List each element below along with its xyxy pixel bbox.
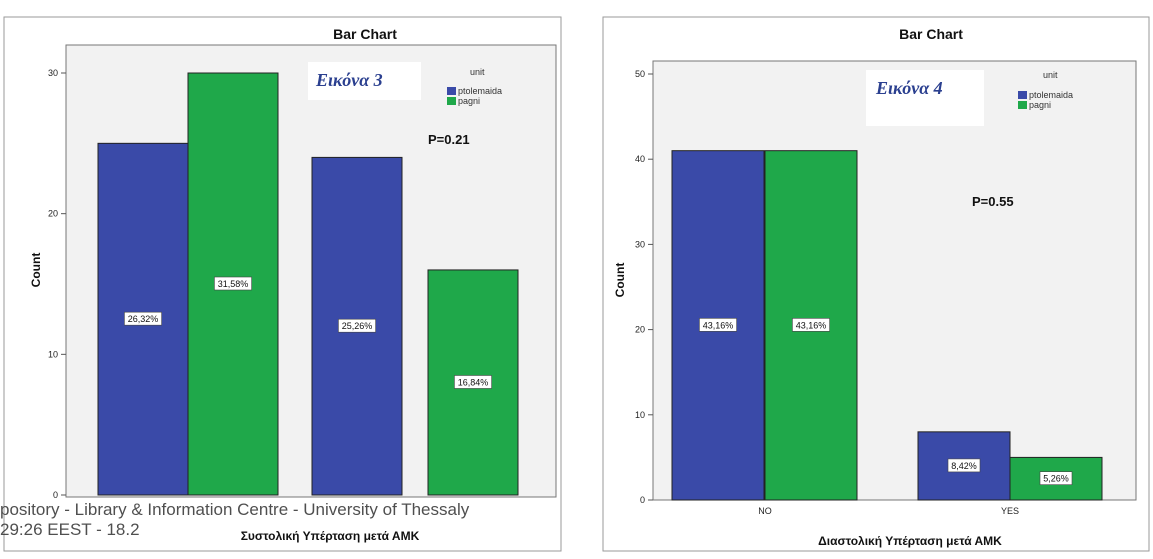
chart-2-legend-title: unit bbox=[1043, 70, 1058, 80]
chart-1-x-axis-title: Συστολική Υπέρταση μετά ΑΜΚ bbox=[241, 529, 420, 543]
chart-1-legend-label-ptolemaida: ptolemaida bbox=[458, 86, 502, 96]
chart-1-y-axis-title: Count bbox=[29, 253, 43, 288]
chart-1-legend-swatch-pagni bbox=[447, 97, 456, 105]
y-tick-label: 30 bbox=[635, 239, 645, 249]
chart-2-legend-label-pagni: pagni bbox=[1029, 100, 1051, 110]
chart-2-legend: unit ptolemaida pagni bbox=[1018, 70, 1073, 110]
data-label-box bbox=[124, 311, 162, 326]
chart-1-legend: unit ptolemaida pagni bbox=[447, 67, 502, 106]
data-label: 8,42% bbox=[951, 461, 977, 471]
chart-2-legend-swatch-pagni bbox=[1018, 101, 1027, 109]
chart-1-figure-label: Εικόνα 3 bbox=[315, 70, 383, 90]
data-label-box bbox=[214, 276, 252, 291]
y-tick-label: 30 bbox=[48, 68, 58, 78]
chart-2-legend-label-ptolemaida: ptolemaida bbox=[1029, 90, 1073, 100]
chart-2-bars: 43,16% 8,42% 43,16% 5,26% bbox=[671, 150, 1103, 501]
data-label: 43,16% bbox=[796, 320, 827, 330]
chart-1-legend-title: unit bbox=[470, 67, 485, 77]
chart-2-p-value: P=0.55 bbox=[972, 194, 1014, 209]
chart-2-legend-swatch-ptolemaida bbox=[1018, 91, 1027, 99]
data-label: 16,84% bbox=[458, 377, 489, 387]
chart-1-title: Bar Chart bbox=[333, 26, 397, 42]
y-tick-label: 10 bbox=[635, 410, 645, 420]
chart-1-legend-swatch-ptolemaida bbox=[447, 87, 456, 95]
x-tick-label: YES bbox=[1001, 506, 1019, 516]
data-label-box bbox=[1039, 471, 1073, 486]
data-label: 31,58% bbox=[218, 279, 249, 289]
x-tick-label: NO bbox=[758, 506, 772, 516]
y-tick-label: 50 bbox=[635, 69, 645, 79]
y-tick-label: 20 bbox=[635, 325, 645, 335]
data-label-box bbox=[792, 318, 830, 332]
y-tick-label: 10 bbox=[48, 349, 58, 359]
data-label-box bbox=[454, 375, 492, 389]
chart-panel-1: 0 10 20 30 26,32% 25,26% 31,58% 16,84% Bar Cha… bbox=[3, 16, 562, 552]
chart-1-legend-label-pagni: pagni bbox=[458, 96, 480, 106]
data-label: 26,32% bbox=[128, 314, 159, 324]
chart-2-figure-label: Εικόνα 4 bbox=[875, 78, 943, 98]
data-label: 5,26% bbox=[1043, 474, 1069, 484]
chart-1-p-value: P=0.21 bbox=[428, 132, 470, 147]
data-label-box bbox=[338, 318, 376, 333]
y-tick-label: 0 bbox=[53, 490, 58, 500]
chart-2-figure-label-box bbox=[866, 70, 984, 126]
chart-2-title: Bar Chart bbox=[899, 26, 963, 42]
y-tick-label: 40 bbox=[635, 154, 645, 164]
y-tick-label: 0 bbox=[640, 495, 645, 505]
chart-2-y-axis: 0 10 20 30 40 50 NO YES bbox=[635, 69, 1019, 516]
chart-1-figure-label-box bbox=[308, 62, 421, 100]
chart-2-x-axis-title: Διαστολική Υπέρταση μετά ΑΜΚ bbox=[818, 534, 1002, 548]
chart-1-y-axis: 0 10 20 30 bbox=[48, 68, 66, 500]
chart-1-bars: 26,32% 25,26% 31,58% 16,84% bbox=[97, 72, 519, 496]
data-label-box bbox=[947, 458, 981, 473]
data-label: 43,16% bbox=[703, 320, 734, 330]
chart-2-y-axis-title: Count bbox=[613, 263, 627, 298]
data-label-box bbox=[699, 318, 737, 332]
data-label: 25,26% bbox=[342, 321, 373, 331]
y-tick-label: 20 bbox=[48, 209, 58, 219]
